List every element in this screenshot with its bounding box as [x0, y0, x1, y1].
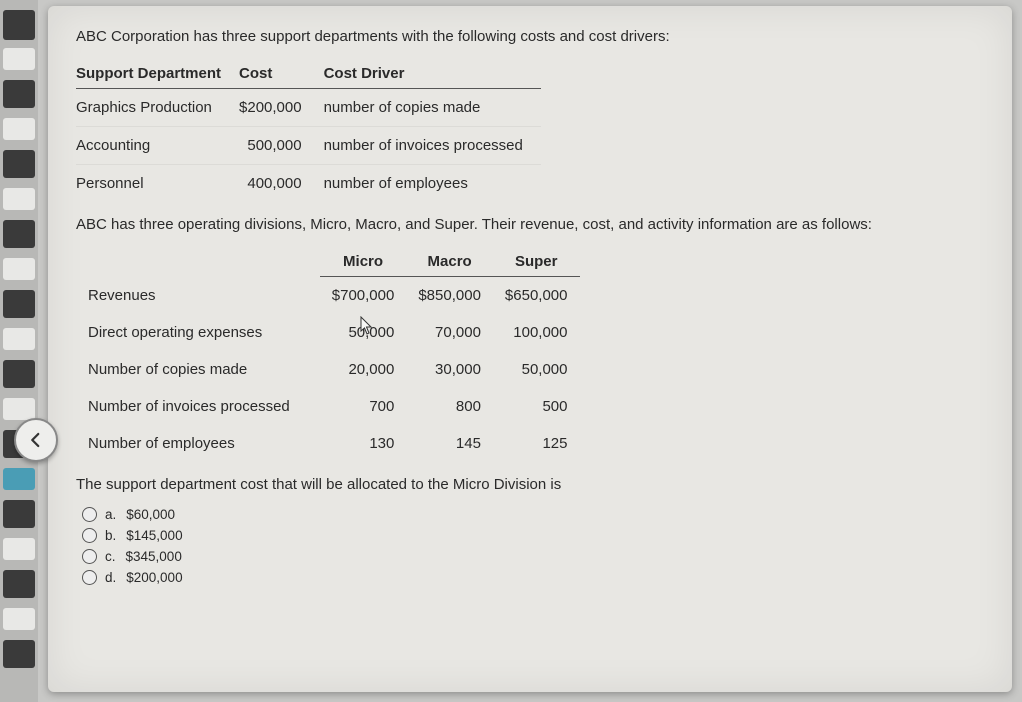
question-card: ABC Corporation has three support depart…	[48, 6, 1012, 692]
table-row: Number of employees130145125	[76, 425, 580, 462]
nav-strip	[0, 0, 38, 702]
strip-segment	[3, 398, 35, 420]
strip-segment	[3, 500, 35, 528]
th-macro: Macro	[406, 247, 493, 277]
table-row: Personnel400,000number of employees	[76, 165, 541, 203]
option-b[interactable]: b. $145,000	[82, 528, 984, 543]
cell-super: 125	[493, 425, 580, 462]
option-letter: d.	[105, 570, 116, 585]
cell-macro: 70,000	[406, 314, 493, 351]
prev-button[interactable]	[14, 418, 58, 462]
option-label: $60,000	[126, 507, 175, 522]
strip-segment	[3, 80, 35, 108]
cell-cost: $200,000	[239, 89, 324, 127]
cell-driver: number of employees	[324, 165, 541, 203]
cell-driver: number of invoices processed	[324, 127, 541, 165]
th-super: Super	[493, 247, 580, 277]
cell-micro: 20,000	[320, 351, 407, 388]
radio-icon	[82, 570, 97, 585]
cell-dept: Graphics Production	[76, 89, 239, 127]
strip-segment	[3, 538, 35, 560]
strip-segment	[3, 258, 35, 280]
cell-label: Number of copies made	[76, 351, 320, 388]
radio-icon	[82, 528, 97, 543]
strip-segment	[3, 468, 35, 490]
table-row: Direct operating expenses50,00070,000100…	[76, 314, 580, 351]
cell-super: 500	[493, 388, 580, 425]
radio-icon	[82, 507, 97, 522]
cell-cost: 500,000	[239, 127, 324, 165]
cell-super: $650,000	[493, 277, 580, 315]
strip-segment	[3, 150, 35, 178]
th-dept: Support Department	[76, 59, 239, 89]
option-label: $345,000	[126, 549, 182, 564]
strip-segment	[3, 608, 35, 630]
cell-label: Direct operating expenses	[76, 314, 320, 351]
cell-label: Revenues	[76, 277, 320, 315]
strip-segment	[3, 328, 35, 350]
mid-text: ABC has three operating divisions, Micro…	[76, 216, 984, 233]
th-driver: Cost Driver	[324, 59, 541, 89]
option-c[interactable]: c. $345,000	[82, 549, 984, 564]
th-blank	[76, 247, 320, 277]
divisions-table: Micro Macro Super Revenues$700,000$850,0…	[76, 247, 580, 462]
table-row: Revenues$700,000$850,000$650,000	[76, 277, 580, 315]
cell-cost: 400,000	[239, 165, 324, 203]
strip-segment	[3, 118, 35, 140]
strip-segment	[3, 570, 35, 598]
table-row: Number of invoices processed700800500	[76, 388, 580, 425]
option-label: $145,000	[126, 528, 182, 543]
option-letter: b.	[105, 528, 116, 543]
cell-macro: $850,000	[406, 277, 493, 315]
cell-macro: 145	[406, 425, 493, 462]
table-row: Graphics Production$200,000number of cop…	[76, 89, 541, 127]
th-micro: Micro	[320, 247, 407, 277]
intro-text: ABC Corporation has three support depart…	[76, 28, 984, 45]
strip-segment	[3, 640, 35, 668]
option-letter: c.	[105, 549, 116, 564]
strip-segment	[3, 48, 35, 70]
cell-dept: Accounting	[76, 127, 239, 165]
option-letter: a.	[105, 507, 116, 522]
question-text: The support department cost that will be…	[76, 476, 984, 493]
chevron-left-icon	[27, 431, 45, 449]
strip-segment	[3, 188, 35, 210]
cursor-icon	[360, 316, 374, 336]
cell-macro: 30,000	[406, 351, 493, 388]
th-cost: Cost	[239, 59, 324, 89]
cell-super: 50,000	[493, 351, 580, 388]
cell-macro: 800	[406, 388, 493, 425]
option-a[interactable]: a. $60,000	[82, 507, 984, 522]
strip-segment	[3, 220, 35, 248]
option-label: $200,000	[126, 570, 182, 585]
strip-segment	[3, 360, 35, 388]
cell-micro: 130	[320, 425, 407, 462]
table-row: Number of copies made20,00030,00050,000	[76, 351, 580, 388]
cell-micro: 700	[320, 388, 407, 425]
cell-super: 100,000	[493, 314, 580, 351]
cell-driver: number of copies made	[324, 89, 541, 127]
answer-options: a. $60,000 b. $145,000 c. $345,000 d. $2…	[82, 507, 984, 585]
strip-segment	[3, 290, 35, 318]
cell-label: Number of employees	[76, 425, 320, 462]
cell-micro: $700,000	[320, 277, 407, 315]
table-row: Accounting500,000number of invoices proc…	[76, 127, 541, 165]
option-d[interactable]: d. $200,000	[82, 570, 984, 585]
cell-dept: Personnel	[76, 165, 239, 203]
cell-label: Number of invoices processed	[76, 388, 320, 425]
support-dept-table: Support Department Cost Cost Driver Grap…	[76, 59, 541, 202]
strip-segment	[3, 10, 35, 40]
radio-icon	[82, 549, 97, 564]
